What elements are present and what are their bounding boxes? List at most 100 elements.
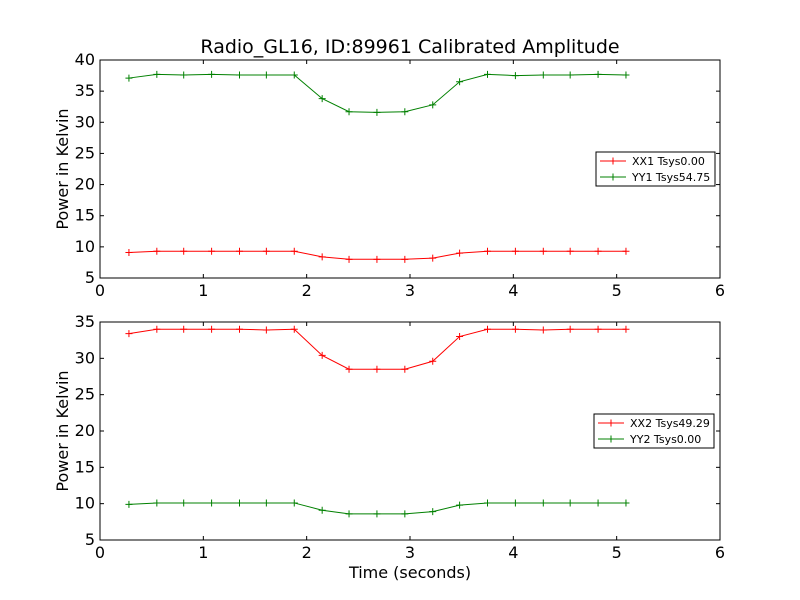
data-point [318,506,326,514]
data-point [456,249,464,257]
data-point [594,325,602,333]
x-tick-label: 6 [715,281,725,300]
legend-label: XX2 Tsys49.29 [630,417,710,430]
data-point [373,108,381,116]
series-line [128,250,626,260]
data-point [345,365,353,373]
legend-label: YY2 Tsys0.00 [629,433,701,446]
data-point [594,247,602,255]
data-point [180,499,188,507]
series-line [128,502,626,515]
x-tick-label: 5 [612,281,622,300]
y-tick-label: 35 [75,81,95,100]
data-point [345,510,353,518]
legend-box [593,413,715,449]
series-line [128,73,626,113]
y-axis-label: Power in Kelvin [53,370,72,491]
legend-label: XX1 Tsys0.00 [632,155,705,168]
x-tick-label: 4 [508,543,518,562]
data-point [125,248,133,256]
data-point [345,255,353,263]
data-point [622,71,630,79]
x-tick-label: 0 [95,543,105,562]
data-point [208,247,216,255]
y-tick-label: 10 [75,494,95,513]
data-point [290,71,298,79]
data-point [290,247,298,255]
data-point [484,325,491,333]
data-point [125,74,133,82]
data-point [539,326,547,334]
data-point [153,499,161,507]
y-tick-label: 25 [75,385,95,404]
data-point [318,95,326,103]
data-point [622,247,630,255]
y-tick-label: 10 [75,237,95,256]
data-point [236,71,243,79]
y-tick-label: 5 [85,268,95,287]
data-point [401,255,409,263]
y-tick-label: 15 [75,457,95,476]
y-tick-label: 40 [75,50,95,69]
data-point [373,365,381,373]
data-point [345,108,353,116]
y-tick-label: 20 [75,421,95,440]
data-point [236,499,243,507]
data-point [566,247,574,255]
y-tick-label: 25 [75,143,95,162]
data-point [401,510,409,518]
y-axis-label: Power in Kelvin [53,108,72,229]
data-point [429,357,437,365]
data-point [456,501,464,509]
legend-box [595,151,716,187]
data-point [539,499,547,507]
data-point [290,325,298,333]
data-point [153,70,161,78]
x-tick-label: 1 [198,543,208,562]
data-point [401,108,409,116]
data-point [539,247,547,255]
data-point [566,71,574,79]
data-point [539,71,547,79]
data-point [511,499,519,507]
x-tick-label: 3 [405,543,415,562]
data-point [484,247,491,255]
x-tick-label: 4 [508,281,518,300]
data-point [125,330,133,338]
data-point [484,70,491,78]
x-tick-label: 1 [198,281,208,300]
data-point [429,101,437,109]
data-point [208,499,216,507]
x-tick-label: 0 [95,281,105,300]
data-point [236,247,243,255]
x-tick-label: 2 [302,543,312,562]
y-tick-label: 30 [75,112,95,131]
x-tick-label: 6 [715,543,725,562]
chart-title: Radio_GL16, ID:89961 Calibrated Amplitud… [200,36,619,58]
data-point [373,510,381,518]
legend-marker [607,419,615,427]
data-point [401,365,409,373]
y-tick-label: 30 [75,348,95,367]
data-point [153,325,161,333]
data-point [429,508,437,516]
data-point [429,254,437,262]
data-point [180,325,188,333]
x-axis-label: Time (seconds) [348,563,471,582]
x-tick-label: 3 [405,281,415,300]
data-point [456,333,464,341]
x-tick-label: 2 [302,281,312,300]
data-point [236,325,243,333]
y-tick-label: 20 [75,175,95,194]
series-line [128,328,626,370]
data-point [373,255,381,263]
data-point [180,247,188,255]
y-tick-label: 5 [85,530,95,549]
data-point [318,253,326,261]
data-point [262,71,270,79]
data-point [484,499,491,507]
data-point [262,247,270,255]
data-point [125,500,133,508]
x-tick-label: 5 [612,543,622,562]
